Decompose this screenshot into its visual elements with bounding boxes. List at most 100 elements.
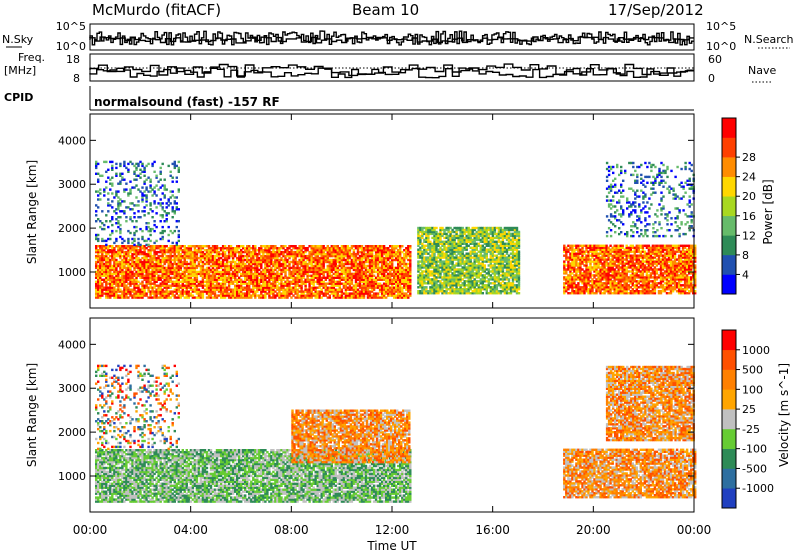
echo-cell [276,276,279,279]
echo-cell [201,266,205,270]
echo-cell [205,262,209,266]
echo-cell [238,264,241,268]
station-title: McMurdo (fitACF) [92,1,221,19]
echo-cell [189,245,193,248]
echo-cell [221,290,225,293]
echo-cell [127,192,130,195]
echo-cell [185,262,188,266]
echo-cell [203,276,207,279]
echo-cell [141,192,144,195]
echo-cell [227,264,231,268]
echo-cell [143,256,146,260]
echo-cell [262,294,265,297]
echo-cell [125,288,128,291]
echo-cell [211,292,215,295]
echo-cell [238,262,241,266]
echo-cell [215,288,219,291]
echo-cell [225,262,229,266]
echo-cell [163,272,166,276]
echo-cell [181,245,184,248]
echo-cell [187,247,190,250]
echo-cell [175,245,178,248]
echo-cell [189,260,193,264]
echo-cell [121,296,124,299]
echo-cell [99,296,102,299]
echo-cell [103,264,106,268]
echo-cell [282,278,285,281]
echo-cell [111,292,114,295]
echo-cell [223,278,227,281]
echo-cell [119,288,122,291]
echo-cell [244,282,247,285]
echo-cell [101,256,104,260]
echo-cell [169,292,172,295]
echo-cell [250,252,253,256]
echo-cell [246,282,249,285]
echo-cell [111,284,114,287]
echo-cell [99,247,102,250]
echo-cell [272,254,275,258]
echo-cell [173,250,176,254]
echo-cell [185,290,188,293]
echo-cell [205,268,209,272]
echo-cell [209,290,213,293]
echo-cell [213,258,217,262]
echo-cell [133,262,136,266]
echo-cell [254,292,257,295]
echo-cell [197,290,201,293]
echo-cell [147,258,150,262]
echo-cell [173,260,176,264]
echo-cell [322,292,325,295]
echo-cell [117,270,120,274]
echo-cell [221,262,225,266]
echo-cell [103,274,106,277]
echo-cell [161,202,164,205]
echo-cell [225,288,229,291]
echo-cell [274,286,277,289]
echo-cell [260,250,263,254]
echo-cell [217,290,221,293]
echo-cell [113,268,116,272]
echo-cell [143,258,146,262]
echo-cell [221,274,225,277]
echo-cell [272,270,275,274]
echo-cell [250,262,253,266]
echo-cell [201,292,205,295]
echo-cell [153,268,156,272]
echo-cell [203,272,207,276]
echo-cell [101,210,104,213]
echo-cell [242,260,245,264]
echo-cell [151,292,154,295]
echo-cell [139,296,142,299]
echo-cell [157,270,160,274]
echo-cell [191,290,195,293]
echo-cell [213,286,217,289]
echo-cell [149,278,152,281]
echo-cell [189,250,193,254]
echo-cell [121,250,124,254]
echo-cell [274,274,277,277]
echo-cell [262,268,265,272]
echo-cell [135,256,138,260]
echo-cell [139,260,142,264]
echo-cell [179,290,182,293]
echo-cell [264,286,267,289]
echo-cell [97,218,100,221]
echo-cell [153,276,156,279]
echo-cell [165,296,168,299]
echo-cell [199,245,203,248]
echo-cell [197,296,201,299]
echo-cell [139,294,142,297]
echo-cell [137,210,140,213]
echo-cell [227,284,231,287]
echo-cell [382,282,386,285]
echo-cell [183,286,186,289]
echo-cell [219,256,223,260]
echo-cell [229,296,233,299]
echo-cell [338,272,341,276]
echo-cell [215,245,219,248]
echo-cell [95,294,98,297]
echo-cell [244,247,247,250]
echo-cell [167,254,170,258]
echo-cell [113,249,116,252]
